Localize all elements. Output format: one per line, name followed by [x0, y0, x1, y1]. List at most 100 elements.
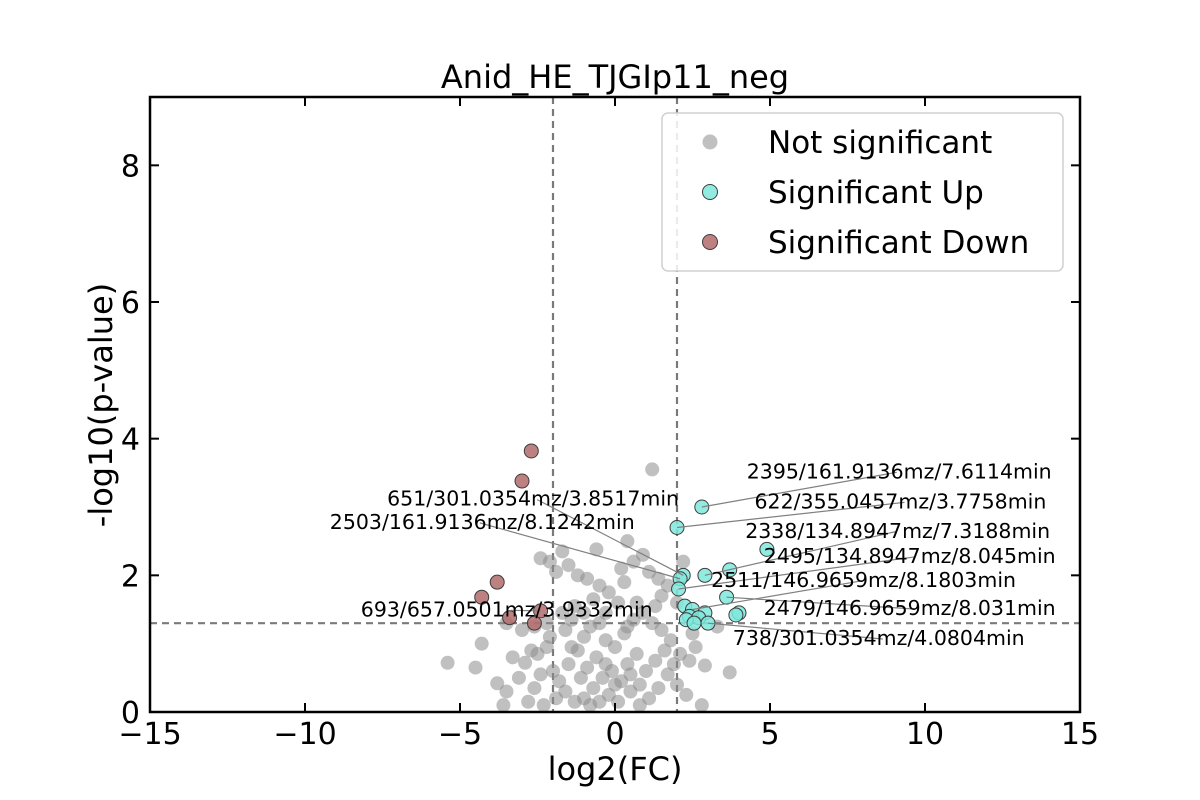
point-not-significant	[598, 657, 613, 672]
point-significant-down	[502, 610, 518, 626]
annotation-label: 651/301.0354mz/3.8517min	[387, 487, 679, 511]
point-not-significant	[697, 658, 712, 673]
point-not-significant	[632, 677, 647, 692]
point-not-significant	[722, 665, 737, 680]
annotation-leader-line	[704, 531, 896, 576]
point-not-significant	[496, 698, 511, 713]
annotation-leader-line	[479, 522, 681, 580]
point-not-significant	[583, 698, 598, 713]
point-not-significant	[660, 667, 675, 682]
point-not-significant	[635, 605, 650, 620]
point-not-significant	[611, 694, 626, 709]
point-not-significant	[666, 657, 681, 672]
point-not-significant	[546, 664, 560, 678]
point-not-significant	[614, 561, 629, 576]
point-significant-down	[514, 473, 530, 489]
point-not-significant	[549, 564, 564, 579]
point-not-significant	[586, 592, 601, 607]
point-not-significant	[617, 575, 632, 590]
point-not-significant	[629, 595, 644, 610]
annotation-label: 2511/146.9659mz/8.1803min	[711, 568, 1016, 592]
point-not-significant	[639, 664, 653, 678]
legend-marker	[702, 234, 718, 250]
point-not-significant	[608, 640, 622, 655]
point-not-significant	[511, 670, 526, 685]
y-tick-label: 0	[121, 696, 140, 731]
point-not-significant	[518, 655, 533, 670]
point-not-significant	[632, 698, 647, 713]
point-not-significant	[595, 670, 610, 685]
annotations: 2395/161.9136mz/7.6114min 651/301.0354mz/…	[330, 459, 1056, 650]
legend-marker	[702, 184, 718, 200]
y-axis-label: -log10(p-value)	[82, 283, 120, 527]
annotation-label: 2503/161.9136mz/8.1242min	[330, 510, 635, 534]
point-not-significant	[524, 643, 539, 658]
point-not-significant	[468, 660, 483, 675]
y-tick-label: 8	[121, 149, 140, 184]
x-tick-label: 5	[760, 717, 779, 752]
point-not-significant	[651, 681, 666, 696]
annotation-leader-line	[726, 596, 914, 610]
x-tick-label: −15	[118, 717, 181, 752]
point-not-significant	[688, 640, 703, 655]
point-not-significant	[663, 633, 678, 648]
point-significant-down	[526, 615, 542, 631]
point-not-significant	[558, 623, 573, 637]
legend-label: Not significant	[768, 125, 992, 161]
point-not-significant	[648, 599, 663, 614]
point-not-significant	[536, 698, 551, 713]
legend-box	[661, 112, 1064, 272]
point-not-significant	[670, 677, 684, 692]
point-not-significant	[654, 588, 669, 603]
legend: Not significant Significant Up Significant…	[661, 112, 1064, 272]
point-not-significant	[515, 623, 529, 637]
point-not-significant	[694, 698, 709, 713]
y-tick-label: 2	[121, 559, 140, 594]
point-not-significant	[499, 684, 514, 699]
point-not-significant	[598, 605, 613, 620]
point-not-significant	[679, 687, 694, 702]
legend-label: Significant Up	[768, 175, 984, 211]
point-not-significant	[505, 650, 520, 665]
point-not-significant	[564, 640, 579, 655]
axis-ticks: −15 −10 −5 0 5 10 15 0 2 4 6 8	[118, 97, 1099, 752]
y-tick-label: 4	[121, 423, 140, 458]
annotation-leader-line	[676, 501, 905, 529]
point-not-significant	[552, 674, 567, 689]
point-not-significant	[549, 691, 564, 706]
point-not-significant	[589, 542, 604, 557]
legend-marker	[702, 134, 718, 150]
x-tick-label: 0	[605, 717, 624, 752]
point-not-significant	[474, 636, 489, 651]
point-not-significant	[586, 681, 601, 696]
point-significant-down	[474, 589, 490, 605]
annotation-leader-line	[536, 499, 684, 576]
plot-area: 2395/161.9136mz/7.6114min 651/301.0354mz/…	[118, 95, 1099, 752]
point-not-significant	[539, 616, 554, 631]
annotation-leader-line	[678, 556, 914, 590]
point-not-significant	[580, 571, 595, 586]
x-tick-label: 15	[1061, 717, 1099, 752]
point-not-significant	[533, 667, 548, 682]
x-tick-label: −5	[438, 717, 482, 752]
annotation-label: 693/657.0501mz/3.9332min	[361, 597, 653, 621]
point-significant-down	[523, 443, 539, 459]
point-not-significant	[629, 646, 644, 661]
point-not-significant	[440, 655, 455, 670]
point-not-significant	[577, 605, 591, 620]
point-not-significant	[521, 694, 536, 709]
point-not-significant	[577, 629, 591, 644]
annotation-label: 738/301.0354mz/4.0804min	[733, 626, 1025, 650]
legend-label: Significant Down	[768, 225, 1029, 261]
point-significant-down	[489, 574, 505, 590]
point-not-significant	[620, 619, 635, 634]
annotation-label: 2338/134.8947mz/7.3188min	[745, 519, 1050, 543]
x-tick-label: 10	[906, 717, 944, 752]
point-not-significant	[654, 623, 669, 637]
annotation-label: 2395/161.9136mz/7.6114min	[747, 459, 1052, 483]
point-not-significant	[623, 667, 638, 682]
point-not-significant	[648, 653, 663, 668]
point-not-significant	[580, 660, 595, 675]
point-significant-up	[759, 541, 775, 557]
